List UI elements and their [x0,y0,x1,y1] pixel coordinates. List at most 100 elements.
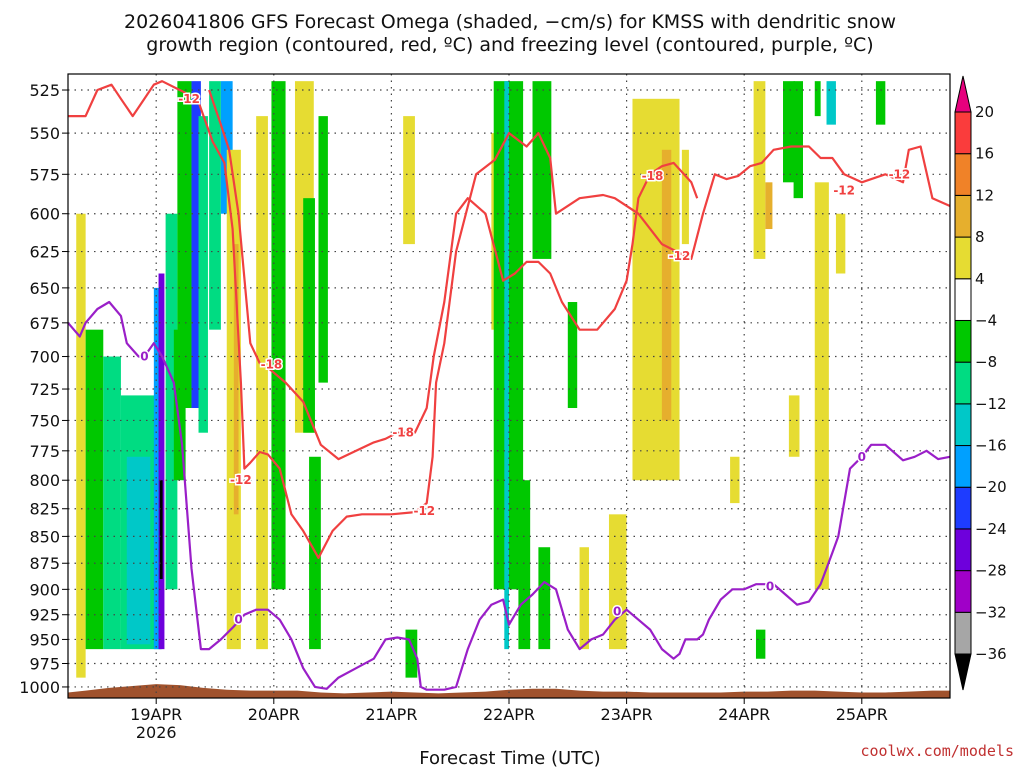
x-axis-label: Forecast Time (UTC) [419,748,600,768]
omega-cell-36 [681,149,689,245]
omega-cell-41 [783,81,795,183]
y-tick-label-950: 950 [29,630,60,649]
colorbar-arrow-bottom [954,653,972,691]
omega-cell-20 [303,198,315,433]
colorbar-segment-13 [954,111,972,155]
colorbar-segment-6 [954,403,972,447]
omega-cell-48 [875,81,886,125]
colorbar-label-2: 12 [975,186,994,204]
omega-cell-12 [198,116,208,433]
grid-lines [68,74,950,698]
omega-cell-10 [177,81,192,409]
freezing-level-label-3: 0 [766,579,774,593]
omega-cell-35 [661,149,672,421]
x-tick-label-24APR: 24APR [718,705,770,724]
y-tick-label-600: 600 [29,205,60,224]
colorbar-segment-11 [954,194,972,238]
x-tick-label-19APR: 19APR [130,705,182,724]
contours: -12 -12 -12 -12 -12 -12 -18 -18 -18 0 0 0 0 0 [67,80,951,691]
x-tick-sublabel-19APR: 2026 [136,723,177,742]
omega-cell-34 [632,98,680,481]
omega-cell-32 [579,547,589,650]
omega-cell-29 [532,81,552,259]
omega-cell-39 [753,81,766,259]
dgz-minus12-upper-label-0: -12 [178,92,200,106]
colorbar-segment-9 [954,278,972,321]
y-tick-label-525: 525 [29,81,60,100]
omega-cell-5 [153,287,161,650]
terrain-fill [68,684,950,698]
y-tick-label-925: 925 [29,606,60,625]
y-tick-label-625: 625 [29,243,60,262]
dgz-minus12-upper-label-2: -12 [413,504,435,518]
colorbar-segment-3 [954,528,972,572]
terrain-mask [68,684,950,698]
omega-cell-28 [518,480,531,650]
colorbar-segment-8 [954,319,972,363]
omega-cell-46 [826,81,836,125]
y-tick-label-875: 875 [29,554,60,573]
colorbar-segment-4 [954,486,972,530]
colorbar-segment-7 [954,361,972,405]
omega-cell-40 [765,182,773,230]
colorbar-label-12: −32 [975,603,1007,621]
freezing-level-label-2: 0 [613,605,621,619]
colorbar-segment-2 [954,570,972,613]
omega-cell-27 [504,81,509,650]
omega-cell-7 [159,480,163,579]
colorbar-label-13: −36 [975,645,1007,663]
colorbar-label-8: −16 [975,437,1007,455]
freezing-level-label-4: 0 [858,450,866,464]
freezing-level-label-1: 0 [234,613,242,627]
colorbar-segment-1 [954,611,972,655]
x-tick-label-23APR: 23APR [601,705,653,724]
y-axis: 525 550 575 600 625 650 675 700 725 750 775 800 825 8… [19,81,68,697]
freezing-level-label-0: 0 [140,350,148,364]
credit-text: coolwx.com/models [860,742,1014,760]
y-tick-label-900: 900 [29,580,60,599]
omega-cell-44 [814,81,821,117]
y-tick-label-800: 800 [29,471,60,490]
y-tick-label-775: 775 [29,442,60,461]
omega-cell-33 [608,514,627,650]
freezing-level-line [67,300,951,691]
colorbar-label-7: −12 [975,395,1007,413]
colorbar-label-11: −28 [975,562,1007,580]
omega-cell-0 [76,213,86,678]
x-tick-label-25APR: 25APR [836,705,888,724]
x-tick-label-21APR: 21APR [365,705,417,724]
omega-cell-13 [209,81,221,330]
dgz-minus18-lower-label-0: -18 [261,357,283,371]
colorbar-label-10: −24 [975,520,1007,538]
y-tick-label-725: 725 [29,380,60,399]
colorbar-label-0: 20 [975,103,994,121]
omega-cell-42 [788,395,800,457]
omega-cell-16 [233,244,239,515]
colorbar-label-5: −4 [975,311,997,329]
omega-cell-8 [165,213,178,590]
omega-cell-45 [814,182,829,590]
omega-cell-22 [318,116,328,383]
colorbar-label-3: 8 [975,228,985,246]
y-tick-label-650: 650 [29,279,60,298]
omega-cell-23 [403,116,415,245]
colorbar-segment-12 [954,153,972,196]
omega-cell-4 [126,456,151,645]
omega-cell-43 [793,81,803,199]
dgz-minus12-upper-line [68,80,951,560]
dgz-minus12-upper-label-4: -12 [833,183,855,197]
colorbar-label-6: −8 [975,353,997,371]
chart-title-line1: 2026041806 GFS Forecast Omega (shaded, −… [124,11,896,33]
dgz-minus12-upper-label-1: -12 [230,473,252,487]
dgz-minus18-lower-label-1: -18 [392,426,414,440]
colorbar-arrow-top [954,75,972,113]
x-tick-label-20APR: 20APR [248,705,300,724]
chart-title-line2: growth region (contoured, red, ºC) and f… [146,34,873,56]
omega-cell-47 [835,213,846,274]
y-tick-label-550: 550 [29,124,60,143]
y-tick-label-700: 700 [29,348,60,367]
omega-cell-30 [538,547,551,650]
y-tick-label-975: 975 [29,654,60,673]
y-tick-label-1000: 1000 [19,678,60,697]
